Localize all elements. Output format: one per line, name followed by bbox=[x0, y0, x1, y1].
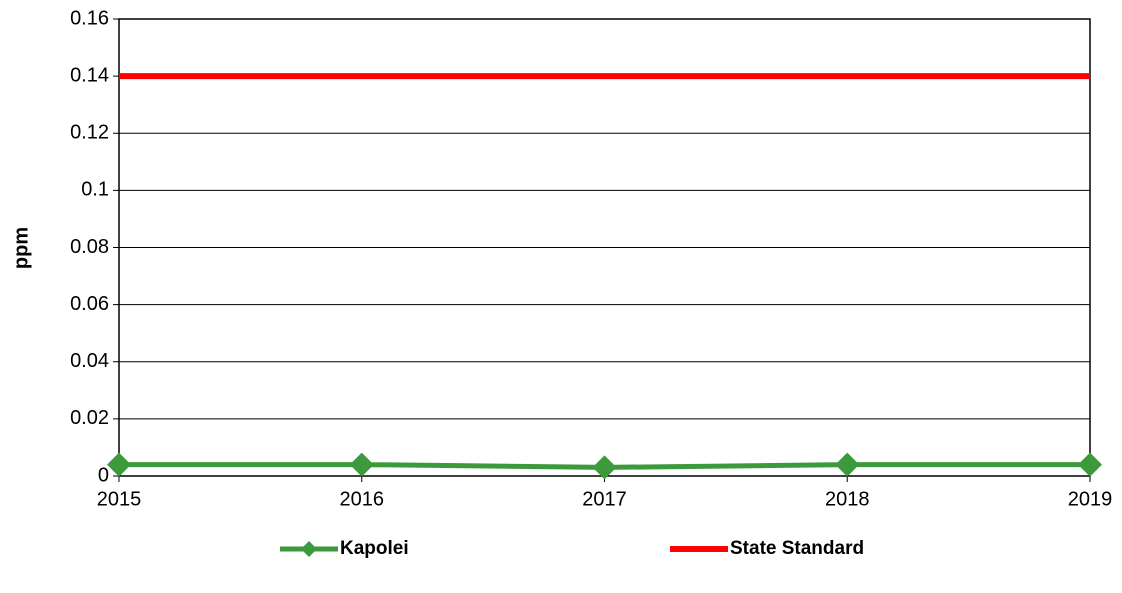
y-tick-label: 0.12 bbox=[70, 122, 109, 144]
y-tick-label: 0 bbox=[98, 464, 109, 486]
y-tick-label: 0.06 bbox=[70, 293, 109, 315]
marker bbox=[592, 455, 617, 480]
y-tick-label: 0.16 bbox=[70, 7, 109, 29]
y-axis-label: ppm bbox=[10, 227, 32, 269]
x-tick-label: 2017 bbox=[582, 488, 627, 510]
legend-label: State Standard bbox=[730, 538, 864, 559]
y-tick-label: 0.04 bbox=[70, 350, 109, 372]
x-tick-label: 2016 bbox=[340, 488, 385, 510]
x-tick-label: 2018 bbox=[825, 488, 870, 510]
marker bbox=[349, 452, 374, 477]
y-tick-label: 0.14 bbox=[70, 64, 109, 86]
y-tick-label: 0.1 bbox=[81, 179, 109, 201]
y-tick-label: 0.08 bbox=[70, 236, 109, 258]
x-tick-label: 2019 bbox=[1068, 488, 1113, 510]
marker bbox=[835, 452, 860, 477]
x-tick-label: 2015 bbox=[97, 488, 142, 510]
legend-marker bbox=[301, 541, 317, 557]
marker bbox=[1078, 452, 1102, 477]
marker bbox=[107, 452, 131, 477]
y-tick-label: 0.02 bbox=[70, 407, 109, 429]
legend-label: Kapolei bbox=[340, 538, 409, 559]
